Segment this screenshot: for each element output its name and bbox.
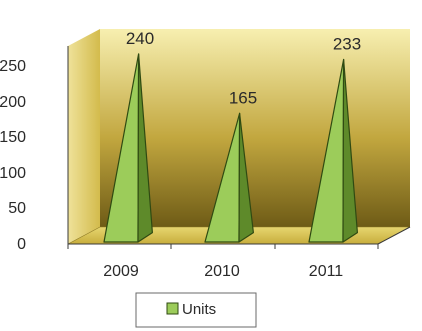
bar-face-side bbox=[137, 53, 153, 243]
bar-2009 bbox=[103, 53, 153, 243]
y-tick-label: 0 bbox=[17, 236, 26, 253]
bar-2010 bbox=[204, 112, 254, 243]
legend-label: Units bbox=[182, 301, 216, 318]
x-tick-label: 2010 bbox=[204, 263, 240, 280]
data-label: 240 bbox=[126, 29, 154, 48]
data-label: 233 bbox=[333, 34, 361, 53]
data-label: 165 bbox=[229, 88, 257, 107]
x-axis-depth-line bbox=[377, 226, 411, 245]
side-wall bbox=[68, 29, 100, 244]
bar-face-side bbox=[238, 112, 254, 243]
bar-2011 bbox=[308, 58, 358, 243]
y-tick-label: 100 bbox=[0, 165, 26, 182]
x-tick-label: 2009 bbox=[103, 263, 139, 280]
legend-box bbox=[135, 292, 257, 328]
x-tick-label: 2011 bbox=[309, 263, 344, 280]
legend-swatch bbox=[166, 302, 179, 315]
bar-face-side bbox=[342, 58, 358, 243]
y-tick-label: 150 bbox=[0, 129, 26, 146]
y-tick-label: 200 bbox=[0, 94, 26, 111]
y-tick-label: 250 bbox=[0, 58, 26, 75]
y-tick-label: 50 bbox=[8, 200, 26, 217]
